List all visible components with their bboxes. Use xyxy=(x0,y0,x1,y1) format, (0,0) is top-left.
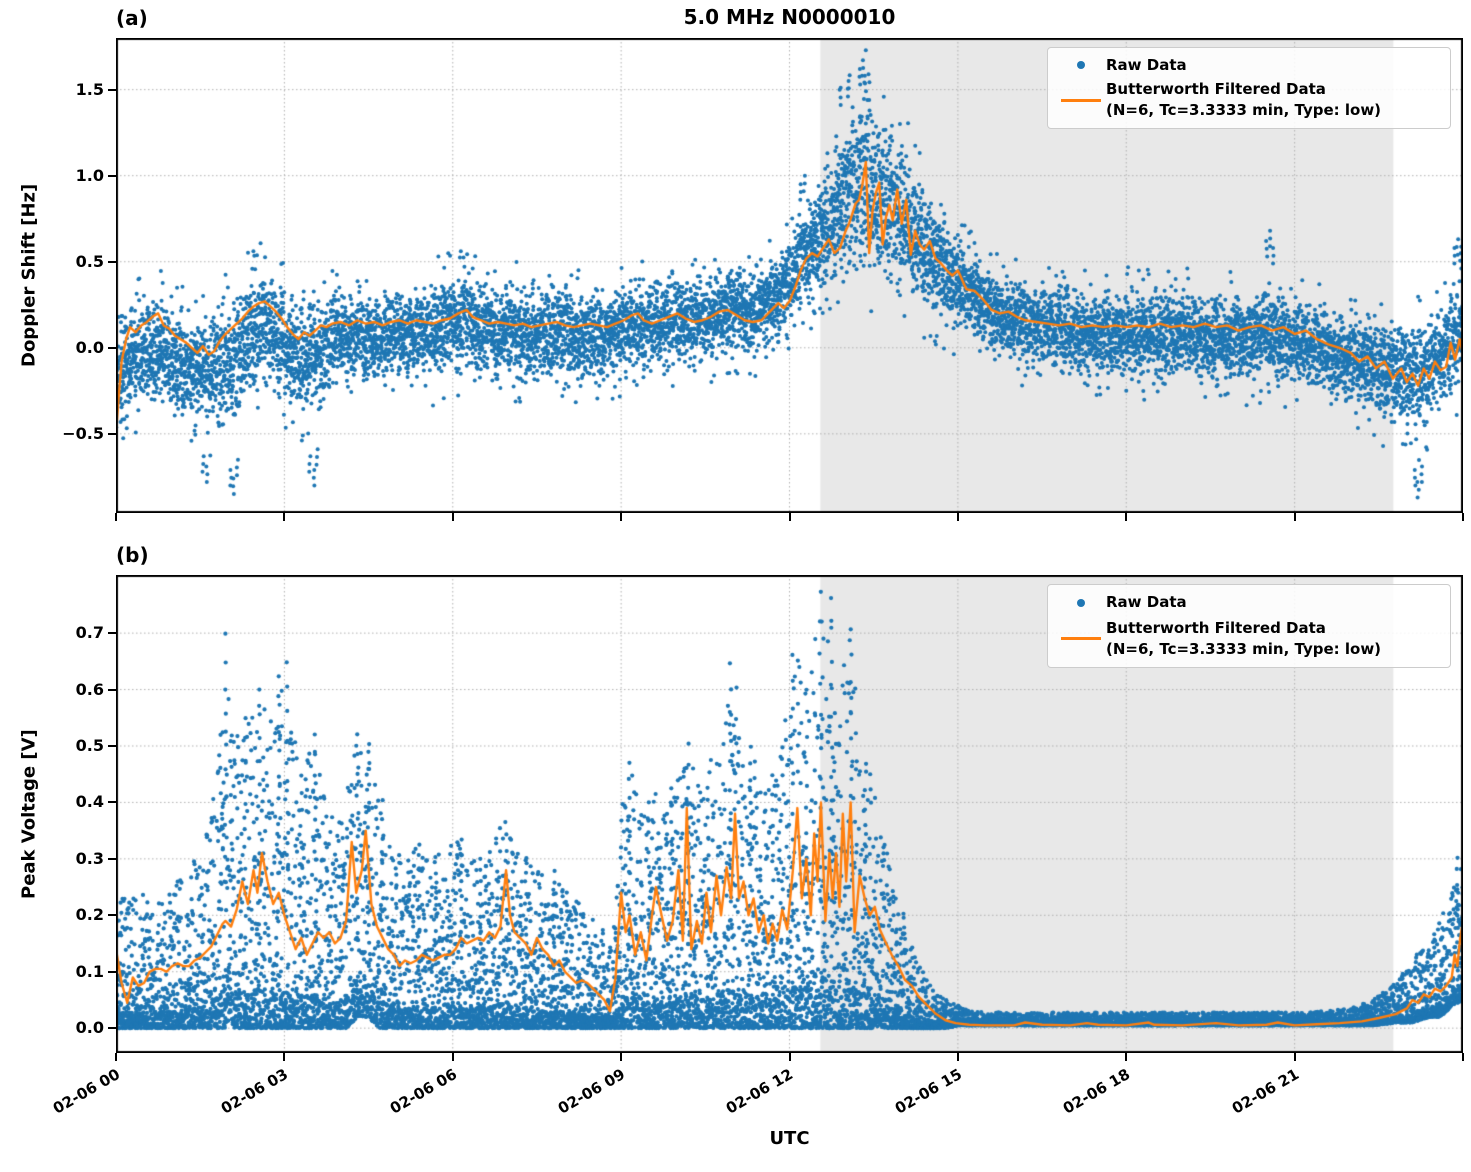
y-tick-label: 0.4 xyxy=(75,792,104,812)
x-tick-label: 02-06 18 xyxy=(1060,1065,1134,1118)
x-tick-mark xyxy=(620,513,623,521)
y-tick-label: 0.2 xyxy=(75,905,104,925)
legend-filtered-label: Butterworth Filtered Data xyxy=(1106,618,1326,637)
x-tick-mark xyxy=(451,1053,454,1061)
y-tick-mark xyxy=(108,970,116,973)
legend-raw-label: Raw Data xyxy=(1106,55,1187,74)
x-tick-mark xyxy=(1293,513,1296,521)
y-tick-mark xyxy=(108,174,116,177)
x-tick-mark xyxy=(1462,1053,1464,1061)
x-tick-mark xyxy=(1462,513,1464,521)
y-tick-mark xyxy=(108,632,116,635)
x-tick-mark xyxy=(115,513,117,521)
filtered-line-marker-icon xyxy=(1061,98,1101,102)
x-tick-mark xyxy=(788,513,791,521)
x-tick-mark xyxy=(788,1053,791,1061)
raw-data-marker-icon xyxy=(1077,61,1085,70)
x-tick-mark xyxy=(956,1053,959,1061)
y-tick-label: 0.7 xyxy=(75,623,104,643)
y-tick-mark xyxy=(108,744,116,747)
raw-data-marker-icon xyxy=(1077,598,1085,607)
x-tick-label: 02-06 15 xyxy=(891,1065,965,1118)
x-tick-mark xyxy=(115,1053,117,1061)
x-tick-mark xyxy=(1293,1053,1296,1061)
x-tick-label: 02-06 00 xyxy=(49,1065,123,1118)
y-tick-label: 0.5 xyxy=(75,735,104,755)
legend-filtered-label: Butterworth Filtered Data xyxy=(1106,80,1326,99)
legend-entry-filtered: Butterworth Filtered Data (N=6, Tc=3.333… xyxy=(1056,618,1442,660)
y-tick-mark xyxy=(108,432,116,435)
y-tick-mark xyxy=(108,914,116,917)
y-tick-label: 0.6 xyxy=(75,679,104,699)
x-tick-label: 02-06 03 xyxy=(218,1065,292,1118)
legend-filtered-sublabel: (N=6, Tc=3.3333 min, Type: low) xyxy=(1106,101,1382,120)
legend-entry-raw: Raw Data xyxy=(1056,592,1442,613)
y-tick-mark xyxy=(108,260,116,263)
y-tick-label: −0.5 xyxy=(62,423,104,443)
x-tick-label: 02-06 21 xyxy=(1228,1065,1302,1118)
legend-entry-raw: Raw Data xyxy=(1056,55,1442,76)
x-tick-label: 02-06 12 xyxy=(723,1065,797,1118)
y-tick-label: 0.1 xyxy=(75,961,104,981)
x-tick-mark xyxy=(620,1053,623,1061)
y-tick-label: 1.0 xyxy=(75,165,104,185)
legend-entry-filtered: Butterworth Filtered Data (N=6, Tc=3.333… xyxy=(1056,79,1442,121)
legend-raw-label: Raw Data xyxy=(1106,593,1187,612)
panel-label-a: (a) xyxy=(116,6,148,30)
y-tick-mark xyxy=(108,857,116,860)
y-tick-mark xyxy=(108,1027,116,1030)
x-tick-mark xyxy=(283,1053,286,1061)
x-tick-mark xyxy=(283,513,286,521)
y-tick-mark xyxy=(108,801,116,804)
figure-title: 5.0 MHz N0000010 xyxy=(683,5,896,29)
y-tick-mark xyxy=(108,346,116,349)
y-tick-label: 0.0 xyxy=(75,337,104,357)
legend-panel-b: Raw Data Butterworth Filtered Data (N=6,… xyxy=(1047,584,1451,668)
x-tick-mark xyxy=(1125,513,1128,521)
legend-panel-a: Raw Data Butterworth Filtered Data (N=6,… xyxy=(1047,47,1451,129)
y-tick-mark xyxy=(108,688,116,691)
panel-label-b: (b) xyxy=(116,543,149,567)
filtered-line-marker-icon xyxy=(1061,637,1101,641)
x-tick-mark xyxy=(1125,1053,1128,1061)
x-axis-label: UTC xyxy=(769,1128,810,1149)
x-tick-mark xyxy=(956,513,959,521)
y-tick-label: 0.5 xyxy=(75,251,104,271)
y-tick-mark xyxy=(108,88,116,91)
x-tick-label: 02-06 06 xyxy=(386,1065,460,1118)
x-tick-label: 02-06 09 xyxy=(554,1065,629,1118)
x-tick-mark xyxy=(451,513,454,521)
y-tick-label: 0.0 xyxy=(75,1018,104,1038)
y-tick-label: 1.5 xyxy=(75,79,104,99)
legend-filtered-sublabel: (N=6, Tc=3.3333 min, Type: low) xyxy=(1106,639,1382,658)
y-tick-label: 0.3 xyxy=(75,848,104,868)
